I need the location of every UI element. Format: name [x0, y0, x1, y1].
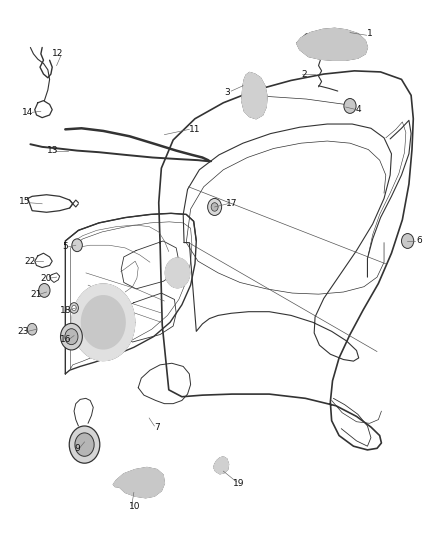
Text: 11: 11	[189, 125, 201, 134]
Circle shape	[39, 284, 50, 297]
Text: 18: 18	[60, 305, 71, 314]
Text: 19: 19	[233, 479, 244, 488]
Polygon shape	[113, 467, 164, 498]
Text: 22: 22	[25, 257, 36, 265]
Circle shape	[72, 239, 82, 252]
Text: 9: 9	[74, 444, 80, 453]
Text: 3: 3	[224, 87, 230, 96]
Circle shape	[70, 303, 78, 313]
Text: 7: 7	[154, 423, 160, 432]
Circle shape	[27, 324, 37, 335]
Text: 5: 5	[63, 242, 68, 251]
Text: 4: 4	[356, 105, 361, 114]
Polygon shape	[242, 72, 267, 119]
Text: 13: 13	[46, 146, 58, 155]
Polygon shape	[72, 284, 135, 361]
Circle shape	[72, 305, 76, 311]
Circle shape	[65, 329, 78, 345]
Text: 12: 12	[52, 50, 63, 58]
Polygon shape	[165, 258, 190, 288]
Circle shape	[402, 233, 414, 248]
Polygon shape	[297, 28, 367, 60]
Circle shape	[69, 426, 100, 463]
Text: 6: 6	[416, 237, 422, 246]
Text: 15: 15	[19, 197, 31, 206]
Text: 10: 10	[129, 502, 141, 511]
Text: 14: 14	[22, 108, 33, 117]
Text: 23: 23	[18, 327, 29, 336]
Text: 21: 21	[31, 289, 42, 298]
Circle shape	[344, 99, 356, 114]
Text: 2: 2	[301, 70, 307, 78]
Text: 1: 1	[367, 29, 372, 38]
Text: 17: 17	[226, 199, 237, 208]
Circle shape	[208, 198, 222, 215]
Circle shape	[211, 203, 218, 211]
Polygon shape	[81, 296, 125, 349]
Text: 20: 20	[41, 273, 52, 282]
Circle shape	[75, 433, 94, 456]
Polygon shape	[214, 457, 229, 474]
Text: 16: 16	[60, 335, 71, 344]
Circle shape	[60, 324, 82, 350]
